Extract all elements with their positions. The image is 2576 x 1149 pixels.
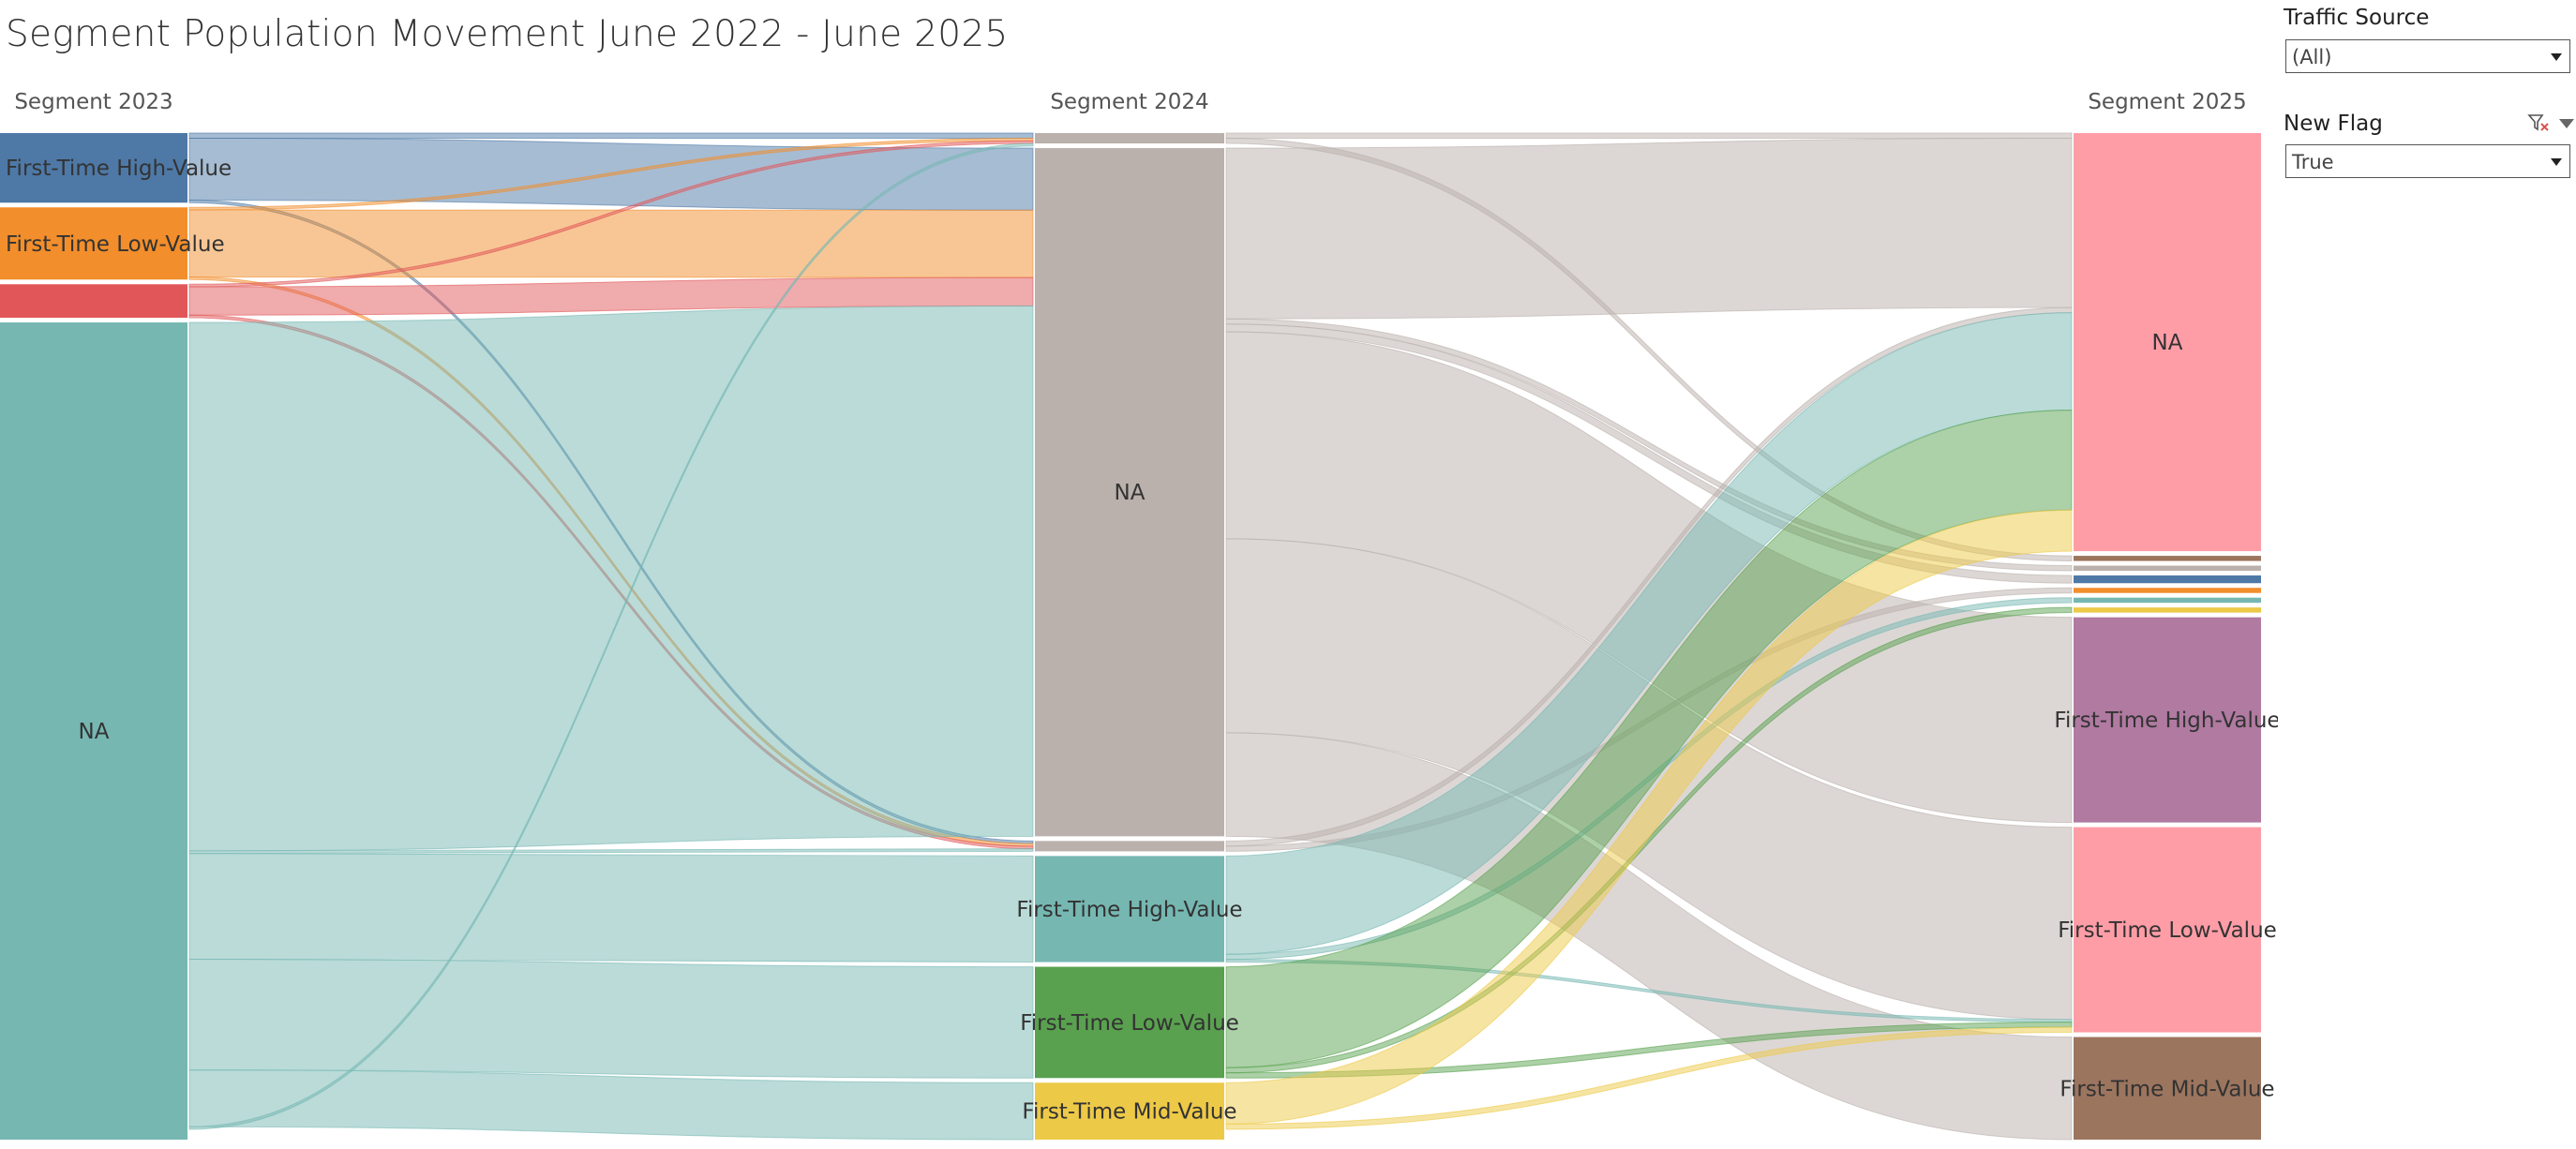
sankey-node-c_s2[interactable] <box>2074 565 2261 572</box>
traffic-source-dropdown[interactable]: (All) <box>2285 39 2570 73</box>
node-label-c_ftmv: First-Time Mid-Value <box>2059 1077 2274 1101</box>
sankey-node-c_ftlv[interactable] <box>2074 827 2261 1033</box>
sankey-link-a_na-b_thin[interactable] <box>188 848 1034 855</box>
traffic-source-label: Traffic Source <box>2284 6 2430 30</box>
column-header-2: Segment 2025 <box>2088 90 2246 114</box>
sankey-link-b_na-c_s3[interactable] <box>1225 323 2073 584</box>
sankey-node-a_na[interactable] <box>0 322 187 1140</box>
node-label-c_fthv: First-Time High-Value <box>2054 709 2278 733</box>
sankey-node-b_top[interactable] <box>1035 133 1224 144</box>
sankey-link-b_top-c_na[interactable] <box>1225 132 2073 140</box>
sankey-link-a_na-b_ftmv[interactable] <box>188 1069 1034 1141</box>
chart-title: Segment Population Movement June 2022 - … <box>6 13 1009 55</box>
sankey-node-c_s1[interactable] <box>2074 556 2261 561</box>
sankey-node-c_ftmv[interactable] <box>2074 1037 2261 1140</box>
sankey-node-b_ftlv[interactable] <box>1035 966 1224 1079</box>
sankey-link-a_na-b_ftlv[interactable] <box>188 958 1034 1079</box>
sankey-link-b_ftmv-c_ftlv[interactable] <box>1225 1026 2073 1130</box>
sankey-link-a_na-b_fthv[interactable] <box>188 853 1034 963</box>
sankey-link-a_ftlv-b_na[interactable] <box>188 209 1034 278</box>
sankey-chart: First-Time High-Value First-Time Low-Valu… <box>0 90 2278 1141</box>
column-header-1: Segment 2024 <box>1050 90 1208 114</box>
new-flag-tools <box>2520 112 2576 133</box>
sankey-link-a_na-b_na[interactable] <box>188 305 1034 852</box>
sankey-link-b_ftmv-c_na[interactable] <box>1225 509 2073 1125</box>
node-label-c_ftlv: First-Time Low-Value <box>2058 918 2277 943</box>
sankey-node-c_na[interactable] <box>2074 133 2261 552</box>
sankey-link-a_na-b_top[interactable] <box>188 142 1034 1130</box>
node-label-a_fthv: First-Time High-Value <box>6 157 232 181</box>
sankey-node-c_s4[interactable] <box>2074 588 2261 593</box>
node-label-c_na: NA <box>2152 331 2183 355</box>
column-headers: Segment 2023 Segment 2024 Segment 2025 <box>14 90 2246 114</box>
node-label-b_fthv: First-Time High-Value <box>1016 898 1242 922</box>
sankey-node-a_fthv[interactable] <box>0 133 187 203</box>
node-label-b_na: NA <box>1115 481 1146 505</box>
dropdown-menu-icon[interactable] <box>2559 119 2574 128</box>
node-label-b_ftlv: First-Time Low-Value <box>1020 1011 1239 1036</box>
column-header-0: Segment 2023 <box>14 90 172 114</box>
sankey-node-c_fthv[interactable] <box>2074 617 2261 823</box>
sankey-node-a_red[interactable] <box>0 284 187 319</box>
sankey-node-b_thin[interactable] <box>1035 841 1224 852</box>
sankey-node-c_s5[interactable] <box>2074 597 2261 604</box>
sankey-node-b_na[interactable] <box>1035 148 1224 837</box>
sankey-node-a_ftlv[interactable] <box>0 207 187 280</box>
sankey-links <box>188 132 2073 1141</box>
sankey-node-b_ftmv[interactable] <box>1035 1082 1224 1140</box>
sankey-labels: First-Time High-Value First-Time Low-Valu… <box>6 157 2278 1125</box>
node-label-a_na: NA <box>79 720 110 744</box>
sankey-node-c_s6[interactable] <box>2074 607 2261 613</box>
sankey-link-b_na-c_s2[interactable] <box>1225 318 2073 572</box>
filter-clear-icon[interactable] <box>2527 112 2550 133</box>
new-flag-value: True <box>2292 151 2334 173</box>
sankey-link-b_na-c_na[interactable] <box>1225 137 2073 320</box>
sankey-nodes <box>0 133 2261 1140</box>
new-flag-label: New Flag <box>2284 112 2383 136</box>
chevron-down-icon <box>2551 158 2562 166</box>
sankey-node-b_fthv[interactable] <box>1035 856 1224 962</box>
sankey-link-a_fthv-b_top[interactable] <box>188 132 1034 140</box>
node-label-a_ftlv: First-Time Low-Value <box>6 232 225 257</box>
chevron-down-icon <box>2551 53 2562 61</box>
new-flag-dropdown[interactable]: True <box>2285 144 2570 178</box>
traffic-source-value: (All) <box>2292 46 2332 68</box>
node-label-b_ftmv: First-Time Mid-Value <box>1022 1100 1236 1125</box>
sankey-node-c_s3[interactable] <box>2074 575 2261 584</box>
